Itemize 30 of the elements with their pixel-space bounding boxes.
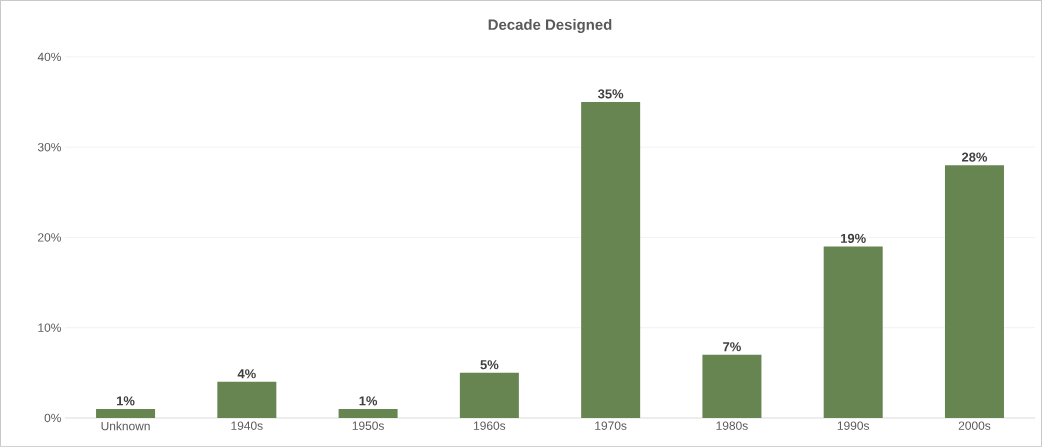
bar: [96, 409, 156, 419]
data-label: 7%: [723, 342, 741, 352]
x-tick-label: 1960s: [473, 421, 506, 431]
x-tick-label: 1940s: [231, 421, 263, 431]
y-tick-label: 0%: [44, 413, 61, 423]
x-tick-label: 1980s: [716, 421, 748, 431]
x-tick-label: Unknown: [101, 421, 150, 431]
bar: [702, 354, 762, 419]
data-label: 1%: [359, 396, 378, 406]
chart-title: Decade Designed: [488, 19, 612, 34]
data-label: 19%: [841, 233, 866, 243]
bar: [581, 102, 641, 419]
data-label: 4%: [237, 369, 256, 379]
x-tick-label: 1950s: [352, 421, 384, 431]
data-label: 35%: [597, 89, 624, 99]
x-tick-label: 2000s: [958, 421, 991, 431]
data-label: 5%: [480, 360, 499, 370]
data-label: 1%: [117, 396, 135, 406]
data-label: 28%: [961, 152, 988, 162]
x-tick-label: 1970s: [595, 421, 627, 431]
bar: [459, 372, 519, 419]
y-tick-label: 20%: [38, 233, 61, 242]
bar: [338, 409, 398, 419]
bar: [944, 165, 1004, 419]
y-tick-label: 30%: [37, 143, 61, 152]
y-tick-label: 10%: [38, 323, 61, 332]
bar: [823, 246, 883, 419]
x-tick-label: 1990s: [837, 421, 870, 431]
bar: [217, 381, 277, 419]
y-tick-label: 40%: [37, 52, 61, 62]
